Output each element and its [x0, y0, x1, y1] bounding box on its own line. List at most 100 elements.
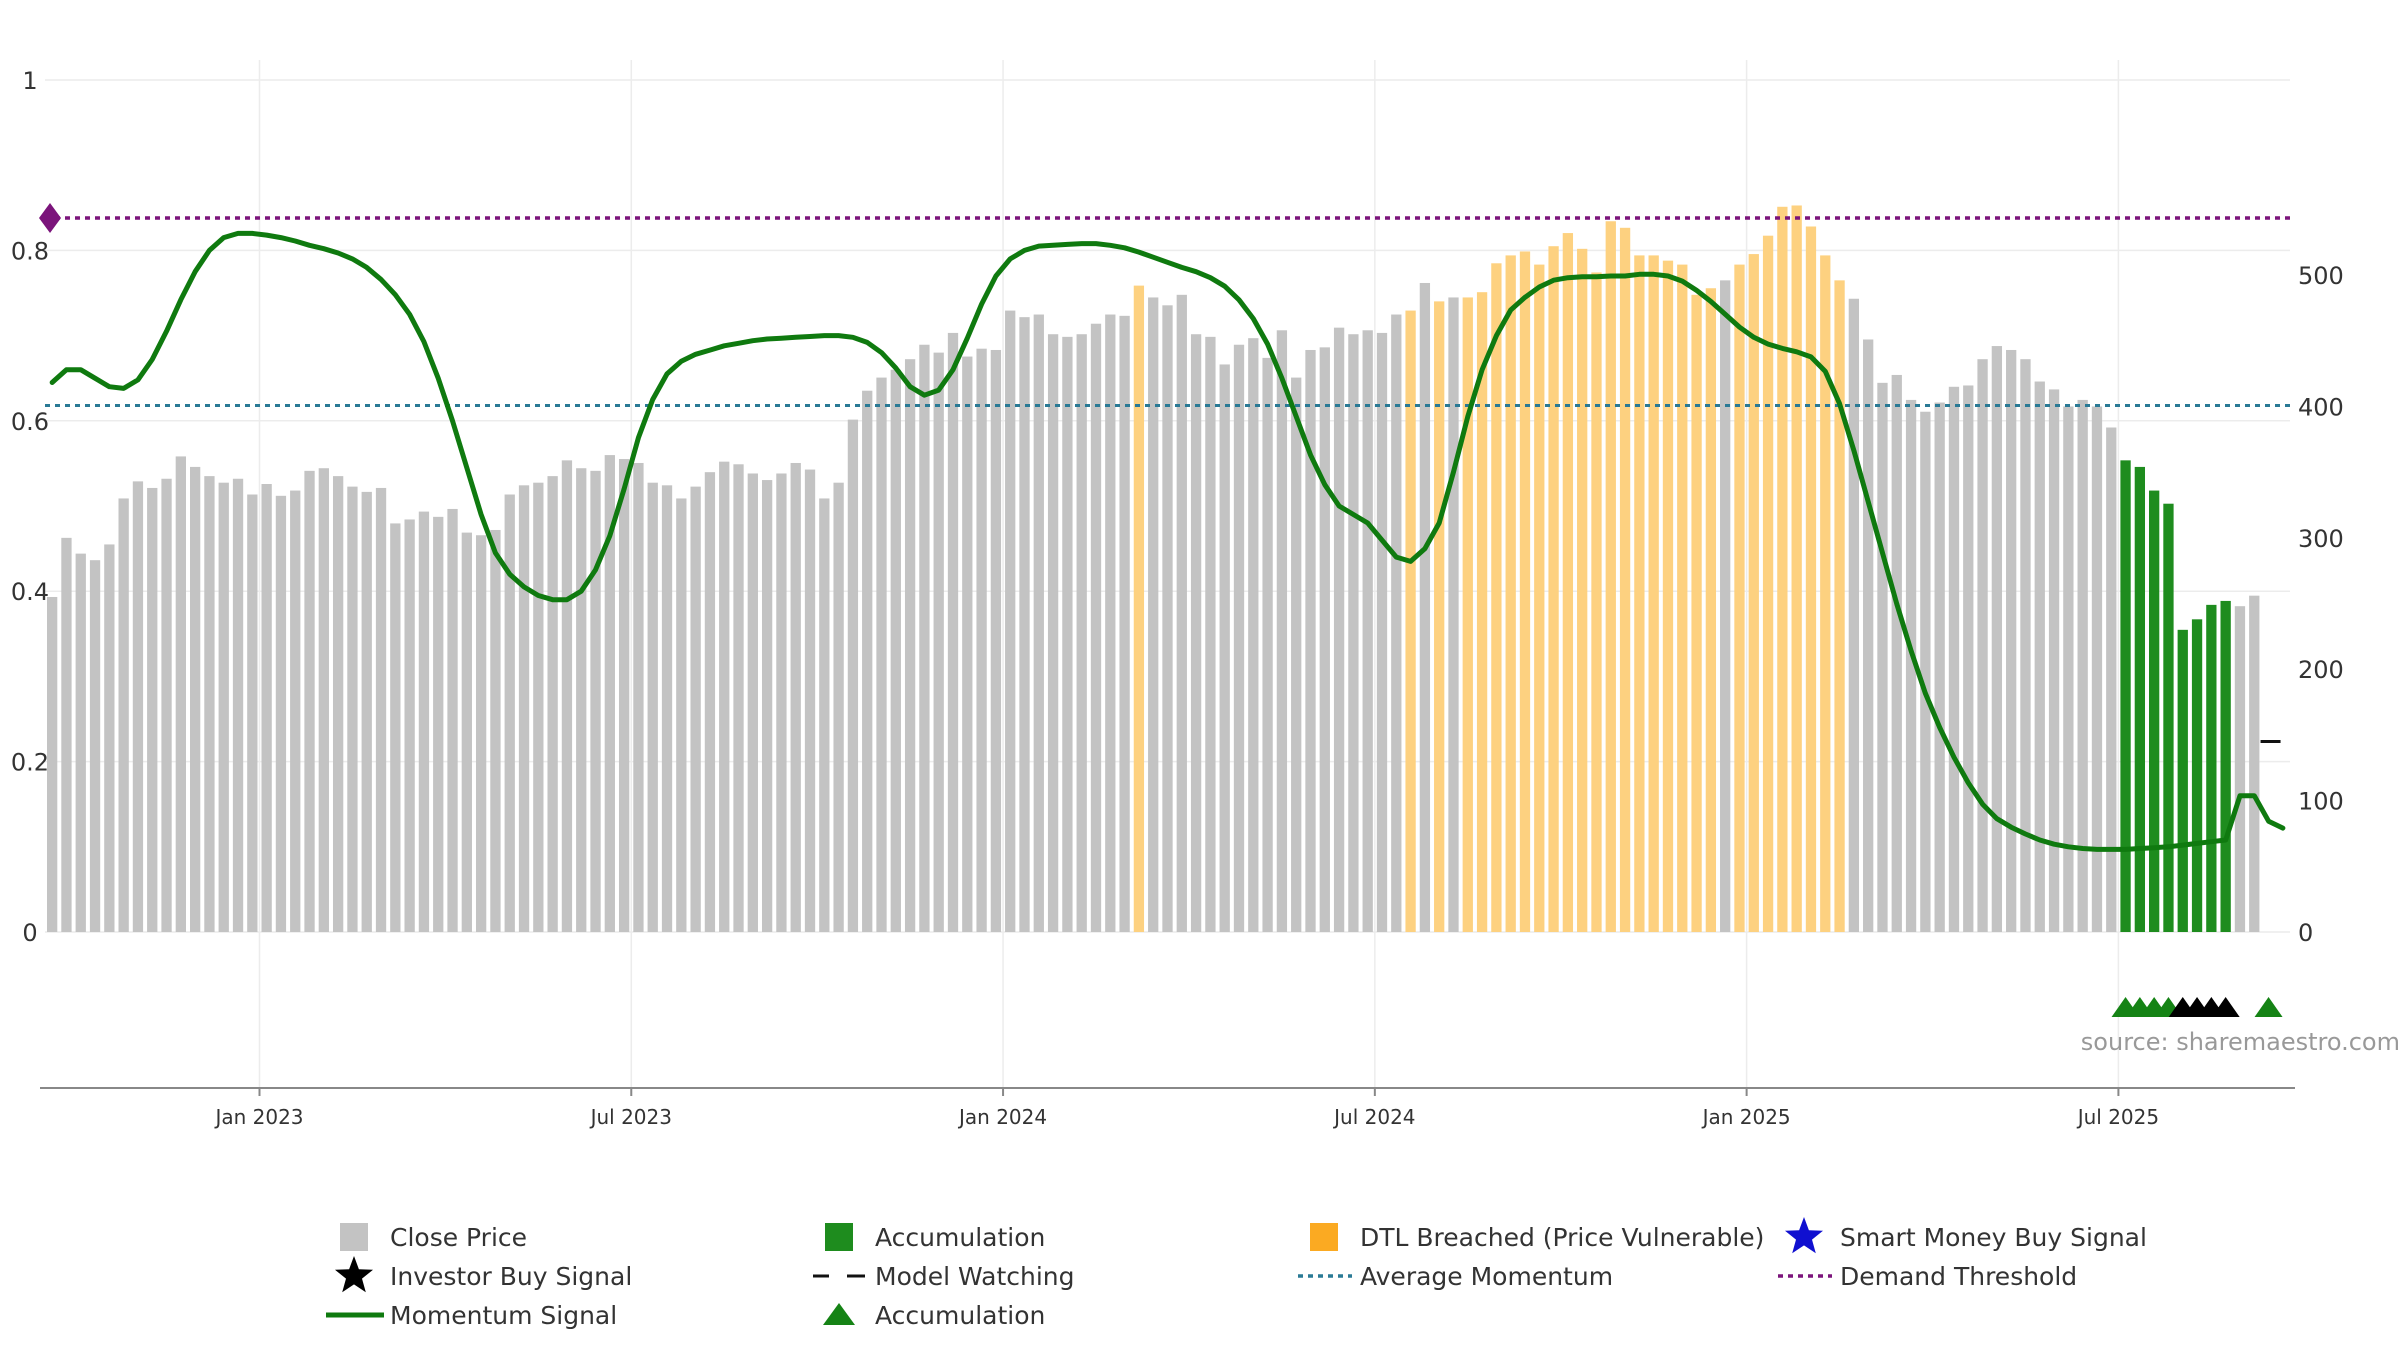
close-price-bar [547, 476, 558, 932]
dtl-breached-bar [1505, 255, 1516, 932]
legend-average-momentum-label: Average Momentum [1360, 1262, 1613, 1291]
close-price-bar [1333, 327, 1345, 933]
dtl-breached-bar [1677, 264, 1688, 932]
close-price-bar [604, 455, 615, 932]
momentum-signal-line [49, 230, 2286, 852]
close-price-bar [1362, 330, 1373, 933]
close-price-bar [1291, 377, 1302, 932]
accumulation-bar [2191, 619, 2203, 932]
close-price-bar [962, 356, 973, 933]
y-right-tick-label: 100 [2298, 788, 2344, 816]
close-price-bar [2063, 406, 2074, 932]
close-price-bar [347, 486, 358, 932]
close-price-bar [361, 491, 372, 932]
dtl-breached-bar [1777, 206, 1788, 933]
close-price-bar [1348, 334, 1359, 933]
dtl-breached-bar [1605, 221, 1616, 933]
close-price-bar [490, 529, 501, 932]
legend-investor-label: Investor Buy Signal [390, 1262, 632, 1291]
investor-triangle [2211, 997, 2240, 1017]
y-right-tick-label: 200 [2298, 656, 2344, 684]
close-price-bar [804, 469, 816, 932]
y-left-tick-label: 0 [22, 919, 37, 947]
close-price-bar [1219, 364, 1230, 932]
close-price-bar [933, 352, 944, 932]
legend-accumulation-bar-label: Accumulation [875, 1223, 1045, 1252]
close-price-bar [232, 478, 244, 932]
close-price-bar [1076, 334, 1087, 933]
y-right-tick-label: 400 [2298, 393, 2344, 421]
close-price-bar [2034, 381, 2045, 932]
close-price-bar [1005, 310, 1016, 932]
legend-accumulation-marker-label: Accumulation [875, 1301, 1045, 1330]
close-price-bar [61, 537, 72, 932]
close-price-bar [761, 480, 773, 932]
dtl-breached-bar [1820, 255, 1831, 932]
close-price-bar [318, 468, 329, 932]
legend-close-price-label: Close Price [390, 1223, 527, 1252]
close-price-bar [518, 485, 530, 932]
close-price-bar [2234, 606, 2246, 932]
dtl-breached-bar [1434, 301, 1445, 933]
dtl-breached-bar [1476, 292, 1488, 933]
y-right-tick-label: 0 [2298, 919, 2313, 947]
reference-lines [39, 203, 2295, 407]
close-price-bar [332, 476, 344, 932]
close-price-bar [1119, 315, 1130, 932]
close-price-bar [247, 494, 258, 932]
y-left-tick-label: 0.6 [11, 408, 49, 436]
close-price-bar [189, 466, 201, 932]
dtl-breached-bar [1705, 288, 1717, 932]
close-price-bar [447, 508, 458, 932]
legend-dtl-swatch [1310, 1223, 1338, 1251]
dtl-breached-bar [1805, 226, 1817, 932]
close-price-bar [1877, 382, 1888, 932]
close-price-bar [375, 487, 387, 932]
accumulation-bar [2206, 604, 2217, 932]
close-price-bar [819, 498, 830, 932]
accumulation-bar [2120, 460, 2131, 932]
dtl-breached-bar [1405, 310, 1416, 932]
close-price-bar [1205, 336, 1216, 933]
close-price-bar [1033, 314, 1044, 933]
close-price-bar [104, 544, 115, 932]
dtl-breached-bar [1462, 297, 1473, 932]
dtl-breached-bar [1133, 285, 1145, 933]
close-price-bar [1920, 411, 1931, 933]
signal-markers [2111, 740, 2283, 1017]
close-price-bar [947, 332, 959, 932]
close-price-bar [2006, 349, 2017, 933]
close-price-bar [1262, 357, 1273, 932]
close-price-bar [2048, 389, 2060, 932]
close-price-bar [1319, 347, 1330, 932]
legend-smart-money-label: Smart Money Buy Signal [1840, 1223, 2147, 1252]
accumulation-bar [2177, 629, 2188, 932]
y-left-tick-label: 1 [22, 67, 37, 95]
demand-threshold-marker [39, 203, 61, 234]
close-price-bar [475, 535, 487, 932]
legend-dtl-label: DTL Breached (Price Vulnerable) [1360, 1223, 1764, 1252]
accumulation-triangle [2254, 997, 2283, 1017]
close-price-bar [75, 553, 86, 932]
legend-investor-star-icon [335, 1256, 373, 1293]
close-price-bar [719, 461, 730, 932]
close-price-bar [2020, 359, 2031, 932]
close-price-bar [175, 456, 186, 932]
accumulation-bar [2149, 490, 2160, 932]
close-price-bar [833, 482, 844, 932]
dtl-breached-bar [1791, 205, 1802, 932]
x-tick-label: Jul 2023 [589, 1105, 672, 1129]
close-price-bar [747, 473, 758, 932]
close-price-bar [161, 478, 172, 932]
close-price-bar [590, 470, 601, 932]
close-price-bar [633, 462, 644, 932]
close-price-bar [418, 511, 430, 932]
close-price-bar [433, 516, 444, 932]
close-price-bar [862, 390, 873, 932]
close-price-bar [2249, 595, 2260, 932]
close-price-bar [304, 470, 315, 932]
dtl-breached-bar [1648, 255, 1659, 932]
close-price-bar [576, 468, 587, 932]
dtl-breached-bar [1619, 227, 1631, 933]
